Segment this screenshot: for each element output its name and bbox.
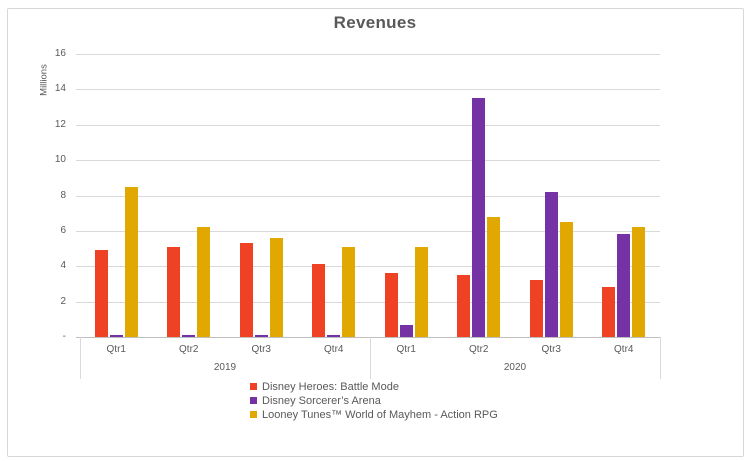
gridline — [76, 301, 660, 303]
y-tick-label: 10 — [54, 154, 66, 166]
y-tick-label: 16 — [54, 48, 66, 59]
quarter-label: Qtr4 — [614, 344, 634, 355]
bar-qtr4-2019-series3[interactable] — [342, 247, 356, 337]
gridline — [76, 160, 660, 162]
bar-qtr1-2019-series3[interactable] — [124, 187, 138, 337]
bar-qtr3-2019-series3[interactable] — [269, 238, 283, 337]
gridline — [76, 54, 660, 55]
y-tick-label: 14 — [54, 83, 66, 95]
gridline — [76, 124, 660, 126]
bar-qtr2-2019-series2[interactable] — [182, 335, 196, 337]
legend: Disney Heroes: Battle Mode Disney Sorcere… — [250, 380, 498, 422]
bar-qtr4-2019-series2[interactable] — [327, 335, 341, 337]
year-label: 2020 — [503, 362, 527, 373]
y-tick-label: 4 — [60, 260, 66, 272]
bar-qtr2-2020-series3[interactable] — [487, 217, 501, 337]
quarter-label: Qtr3 — [251, 344, 271, 355]
bar-qtr1-2019-series1[interactable] — [94, 250, 108, 337]
category-axis-divider — [80, 337, 81, 379]
year-label: 2019 — [213, 362, 237, 373]
bar-qtr2-2020-series2[interactable] — [472, 98, 486, 337]
category-axis-divider — [660, 337, 661, 379]
legend-label: Disney Sorcerer’s Arena — [262, 395, 381, 407]
y-tick-label: 12 — [54, 118, 66, 130]
legend-label: Looney Tunes™ World of Mayhem - Action R… — [262, 409, 498, 421]
quarter-label: Qtr2 — [179, 344, 199, 355]
quarter-label: Qtr1 — [396, 344, 416, 355]
quarter-label: Qtr2 — [469, 344, 489, 355]
bar-qtr3-2020-series2[interactable] — [544, 192, 558, 337]
gridline — [76, 230, 660, 232]
gridline — [76, 89, 660, 91]
bar-qtr2-2019-series3[interactable] — [197, 227, 211, 337]
bar-qtr4-2019-series1[interactable] — [312, 264, 326, 337]
y-tick-label: - — [62, 331, 66, 342]
legend-marker-icon — [250, 397, 257, 404]
bar-qtr3-2019-series1[interactable] — [239, 243, 253, 337]
legend-marker-icon — [250, 411, 257, 418]
bar-qtr4-2020-series3[interactable] — [632, 227, 646, 337]
gridline — [76, 195, 660, 197]
quarter-label: Qtr3 — [541, 344, 561, 355]
chart-title: Revenues — [333, 13, 417, 32]
legend-item-2[interactable]: Disney Sorcerer’s Arena — [250, 394, 498, 408]
y-tick-label: 2 — [60, 295, 66, 307]
legend-label: Disney Heroes: Battle Mode — [262, 381, 399, 393]
legend-marker-icon — [250, 383, 257, 390]
category-axis-divider — [370, 337, 371, 379]
gridline — [76, 266, 660, 268]
quarter-label: Qtr1 — [106, 344, 126, 355]
bar-qtr2-2020-series1[interactable] — [457, 275, 471, 337]
bar-qtr1-2020-series2[interactable] — [399, 325, 413, 337]
bar-qtr1-2020-series3[interactable] — [414, 247, 428, 337]
bar-qtr2-2019-series1[interactable] — [167, 247, 181, 337]
bar-qtr3-2019-series2[interactable] — [254, 335, 268, 337]
quarter-label: Qtr4 — [324, 344, 344, 355]
x-axis-line — [76, 337, 660, 338]
bar-qtr4-2020-series1[interactable] — [602, 287, 616, 337]
bar-qtr3-2020-series3[interactable] — [559, 222, 573, 337]
bar-qtr1-2020-series1[interactable] — [384, 273, 398, 337]
legend-item-1[interactable]: Disney Heroes: Battle Mode — [250, 380, 498, 394]
bar-qtr4-2020-series2[interactable] — [617, 234, 631, 337]
bar-qtr3-2020-series1[interactable] — [529, 280, 543, 337]
bar-qtr1-2019-series2[interactable] — [109, 335, 123, 337]
y-tick-label: 8 — [60, 189, 66, 201]
y-tick-label: 6 — [60, 224, 66, 236]
legend-item-3[interactable]: Looney Tunes™ World of Mayhem - Action R… — [250, 408, 498, 422]
